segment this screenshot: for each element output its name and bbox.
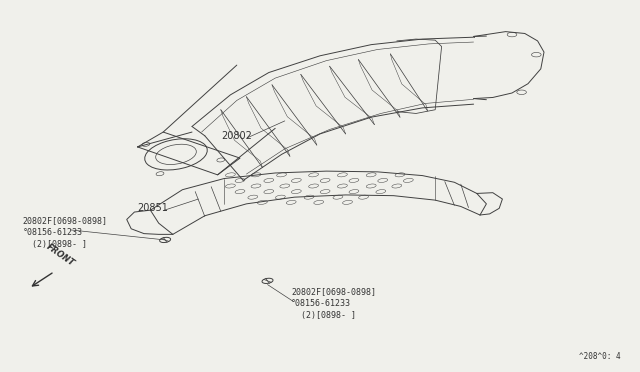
Text: 20802: 20802 <box>221 131 252 141</box>
Ellipse shape <box>159 237 171 243</box>
Text: 20851: 20851 <box>138 203 168 213</box>
Text: ^208^0: 4: ^208^0: 4 <box>579 352 621 361</box>
Text: FRONT: FRONT <box>45 242 76 268</box>
Text: °08156-61233: °08156-61233 <box>22 228 83 237</box>
Text: (2)[0898- ]: (2)[0898- ] <box>291 311 356 320</box>
Text: °08156-61233: °08156-61233 <box>291 299 351 308</box>
Text: 20802F[0698-0898]: 20802F[0698-0898] <box>22 216 108 225</box>
Text: (2)[0898- ]: (2)[0898- ] <box>22 240 88 249</box>
Text: 20802F[0698-0898]: 20802F[0698-0898] <box>291 287 376 296</box>
Ellipse shape <box>262 278 273 283</box>
